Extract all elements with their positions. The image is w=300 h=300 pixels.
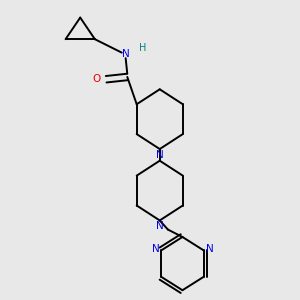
Text: N: N xyxy=(206,244,213,254)
Text: N: N xyxy=(122,49,130,59)
Text: N: N xyxy=(156,150,164,160)
Text: H: H xyxy=(139,43,146,53)
Text: O: O xyxy=(92,74,101,84)
Text: N: N xyxy=(156,221,164,231)
Text: N: N xyxy=(152,244,159,254)
